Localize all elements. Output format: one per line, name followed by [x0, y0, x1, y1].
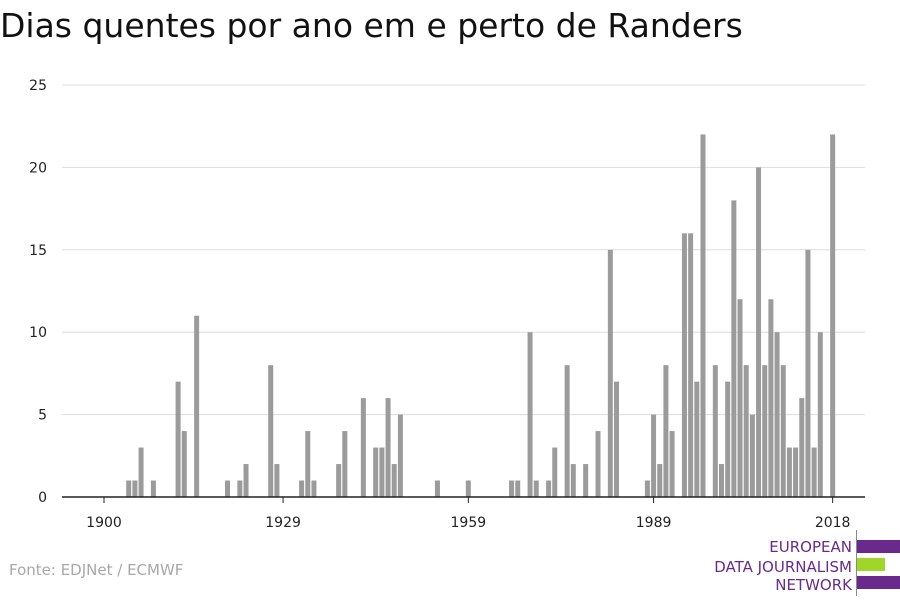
bar-1970: [533, 480, 539, 497]
bar-2007: [762, 365, 768, 497]
bar-2005: [749, 414, 755, 497]
bar-1959: [465, 480, 471, 497]
bar-1934: [311, 480, 317, 497]
bar-1999: [712, 365, 718, 497]
bar-1923: [243, 464, 249, 497]
bar-1946: [385, 398, 391, 497]
bar-2015: [811, 447, 817, 497]
x-tick-label: 1900: [86, 515, 122, 531]
bar-1989: [651, 414, 657, 497]
bar-2012: [793, 447, 799, 497]
bars: [126, 134, 836, 498]
bar-1994: [681, 233, 687, 497]
bar-1945: [379, 447, 385, 497]
bar-2004: [743, 365, 749, 497]
bar-1973: [552, 447, 558, 497]
bar-1995: [688, 233, 694, 497]
logo-line-data-journalism: DATA JOURNALISM: [714, 558, 852, 576]
logo-bar-middle: [857, 558, 885, 571]
bar-1990: [657, 464, 663, 497]
bar-1927: [268, 365, 274, 497]
bar-1966: [509, 480, 515, 497]
bar-1938: [336, 464, 342, 497]
bar-1933: [305, 431, 311, 497]
bar-1939: [342, 431, 348, 497]
bar-1920: [225, 480, 230, 497]
logo-line-network: NETWORK: [775, 576, 852, 594]
bar-2008: [768, 299, 774, 497]
bar-1942: [360, 398, 366, 497]
bar-1904: [126, 480, 132, 497]
bar-1967: [515, 480, 521, 497]
bar-1944: [373, 447, 379, 497]
bar-2001: [725, 381, 731, 497]
y-tick-label: 15: [29, 243, 47, 259]
logo-line-european: EUROPEAN: [769, 538, 852, 556]
bar-1983: [614, 381, 620, 497]
y-tick-label: 5: [38, 408, 47, 424]
bar-1997: [700, 134, 706, 497]
bar-2011: [786, 447, 792, 497]
chart-title: Dias quentes por ano em e perto de Rande…: [0, 6, 743, 45]
bar-2018: [830, 134, 836, 497]
bar-1906: [138, 447, 144, 497]
logo-divider: [856, 530, 857, 596]
x-tick-label: 2018: [815, 515, 851, 531]
logo-bar-top: [857, 540, 900, 553]
bar-2002: [731, 200, 737, 498]
bar-1996: [694, 381, 700, 497]
x-axis: 1900 1929 1959 1989 2018: [62, 496, 865, 531]
bar-2014: [805, 249, 811, 497]
y-tick-label: 10: [29, 325, 47, 341]
logo-bar-bottom: [857, 576, 900, 589]
bar-1972: [546, 480, 552, 497]
bar-2006: [756, 167, 762, 497]
bar-1982: [607, 249, 613, 497]
bar-1928: [274, 464, 280, 497]
bar-2010: [780, 365, 786, 497]
y-tick-label: 20: [29, 160, 47, 176]
bar-1947: [391, 464, 397, 497]
bar-1991: [663, 365, 669, 497]
y-tick-label: 25: [29, 78, 47, 94]
bar-1905: [132, 480, 138, 497]
bar-2013: [799, 398, 805, 497]
source-note: Fonte: EDJNet / ECMWF: [9, 561, 184, 579]
bar-2003: [737, 299, 743, 497]
bar-1913: [181, 431, 187, 497]
bar-1976: [570, 464, 576, 497]
bar-1954: [434, 480, 440, 497]
bar-1988: [644, 480, 650, 497]
bar-1992: [669, 431, 675, 497]
x-tick-label: 1959: [451, 515, 487, 531]
bar-1922: [237, 480, 243, 497]
bar-1915: [194, 315, 200, 497]
bar-1912: [175, 381, 181, 497]
bar-1975: [564, 365, 570, 497]
bar-1980: [595, 431, 601, 497]
bar-1908: [150, 480, 156, 497]
bar-1948: [397, 414, 403, 497]
x-tick-label: 1989: [636, 515, 672, 531]
x-tick-label: 1929: [265, 515, 301, 531]
bar-1978: [583, 464, 589, 497]
bar-2016: [817, 332, 823, 497]
y-tick-labels: 0 5 10 15 20 25: [29, 78, 47, 506]
bar-2009: [774, 332, 780, 497]
edjnet-logo: EUROPEAN DATA JOURNALISM NETWORK: [700, 530, 900, 596]
y-tick-label: 0: [38, 490, 47, 506]
bar-1969: [527, 332, 533, 497]
bar-1932: [299, 480, 305, 497]
bar-2000: [719, 464, 724, 497]
